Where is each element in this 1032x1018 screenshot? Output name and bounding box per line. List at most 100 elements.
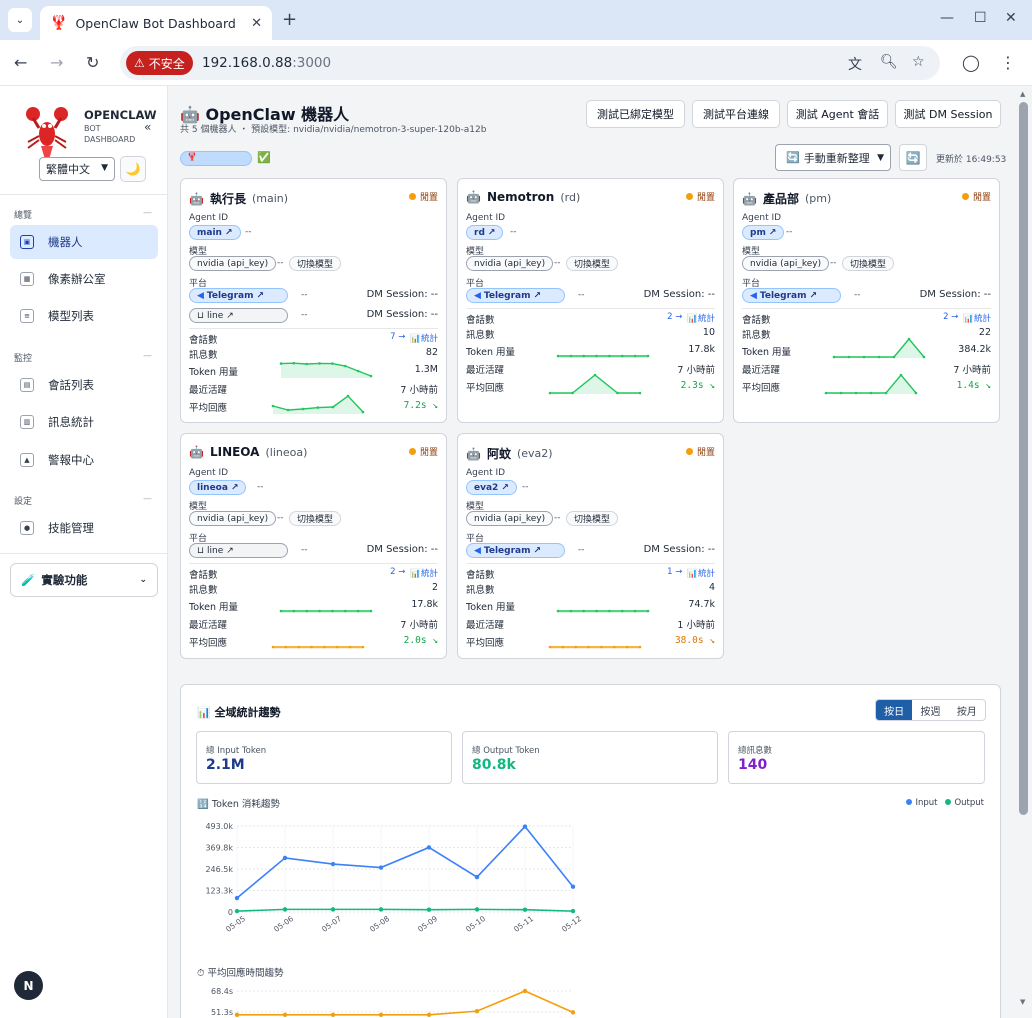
data-point — [426, 1012, 432, 1018]
bookmark-star-icon[interactable]: ☆ — [912, 54, 925, 70]
model-chip: nvidia (api_key) — [466, 511, 554, 526]
sparkline-point — [595, 354, 598, 358]
page-scrollbar[interactable]: ▲ ▼ — [1016, 86, 1032, 1018]
sparkline-point — [862, 355, 866, 359]
platform-label: 平台 — [189, 279, 208, 289]
theme-toggle-button[interactable]: 🌙 — [120, 156, 146, 182]
x-tick-label: 05-11 — [512, 914, 535, 934]
data-point — [378, 907, 384, 912]
sidebar-item-models[interactable]: ≡ 模型列表 — [10, 299, 158, 333]
test-agent-session-button[interactable]: 測試 Agent 會話 — [787, 100, 888, 128]
more-menu-icon[interactable]: ⋮ — [1000, 53, 1016, 72]
sidebar-item-bots[interactable]: ▣ 機器人 — [10, 225, 158, 259]
tab-monthly[interactable]: 按月 — [956, 706, 977, 718]
translate-icon[interactable]: 文 — [848, 57, 862, 73]
test-dm-session-button[interactable]: 測試 DM Session — [895, 100, 1001, 128]
maximize-icon[interactable]: ☐ — [974, 10, 987, 26]
tab-daily[interactable]: 按日 — [876, 700, 913, 720]
token_usage-label: Token 用量 — [466, 347, 516, 358]
new-tab-icon[interactable]: + — [282, 9, 298, 30]
forward-icon[interactable]: → — [50, 53, 64, 72]
sessions-value[interactable]: 2 → 📊統計 — [667, 312, 715, 324]
telegram-chip[interactable]: ◀ Telegram ↗ — [189, 288, 288, 303]
language-select[interactable]: 繁體中文 ▼ — [39, 157, 115, 181]
switch-model-button[interactable]: 切換模型 — [289, 511, 342, 526]
agent-id-chip[interactable]: pm ↗ — [742, 225, 785, 240]
tab-search-button[interactable]: ⌄ — [8, 8, 32, 32]
scroll-thumb[interactable] — [1019, 102, 1028, 815]
stats-link[interactable]: 📊統計 — [687, 314, 715, 324]
scroll-up-icon[interactable]: ▲ — [1020, 90, 1026, 98]
refresh-mode-select[interactable]: 🔄 手動重新整理 ▼ — [775, 144, 891, 171]
response-chart-title: ⏱ 平均回應時間趨勢 — [197, 968, 284, 979]
robot-icon: 🤖 — [466, 190, 481, 204]
sparkline-point — [331, 405, 335, 409]
minimize-icon[interactable]: — — [940, 10, 954, 26]
sessions-value[interactable]: 7 → 📊統計 — [390, 332, 438, 344]
messages-value: 10 — [702, 327, 715, 338]
line-chip[interactable]: ⊔ line ↗ — [189, 543, 288, 558]
sparkline-point — [343, 364, 347, 368]
test-platform-button[interactable]: 測試平台連線 — [692, 100, 780, 128]
close-tab-icon[interactable]: ✕ — [251, 15, 262, 31]
sidebar-item-sessions[interactable]: ▤ 會話列表 — [10, 368, 158, 402]
lab-features-toggle[interactable]: 🧪 實驗功能 ⌄ — [10, 563, 158, 597]
agent-id-chip[interactable]: eva2 ↗ — [466, 480, 517, 495]
sparkline-point — [292, 609, 296, 613]
profile-icon[interactable]: ◯ — [962, 53, 980, 72]
telegram-chip[interactable]: ◀ Telegram ↗ — [466, 543, 565, 558]
line-chip[interactable]: ⊔ line ↗ — [189, 308, 288, 323]
sessions-value[interactable]: 2 → 📊統計 — [943, 312, 991, 324]
stats-link[interactable]: 📊統計 — [963, 314, 991, 324]
refresh-button[interactable]: 🔄 — [899, 144, 927, 171]
telegram-chip[interactable]: ◀ Telegram ↗ — [742, 288, 841, 303]
back-icon[interactable]: ← — [14, 53, 28, 72]
sidebar-item-message-stats[interactable]: ▥ 訊息統計 — [10, 405, 158, 439]
sessions-value[interactable]: 1 → 📊統計 — [667, 567, 715, 579]
reload-icon[interactable]: ↻ — [86, 53, 100, 72]
switch-model-button[interactable]: 切換模型 — [566, 256, 619, 271]
filter-tag[interactable]: 🦞 — [180, 151, 252, 166]
sidebar-item-pixel-office[interactable]: ▦ 像素辦公室 — [10, 262, 158, 296]
sparkline-point — [608, 354, 611, 358]
agent-id-chip[interactable]: main ↗ — [189, 225, 241, 240]
divider — [0, 194, 168, 195]
robot-icon: 🤖 — [742, 191, 757, 206]
switch-model-button[interactable]: 切換模型 — [566, 511, 619, 526]
next-dev-badge[interactable]: N — [14, 971, 43, 1000]
x-tick-label: 05-12 — [560, 914, 583, 934]
sparkline-point — [361, 410, 365, 414]
model-chip: nvidia (api_key) — [189, 511, 277, 526]
browser-tab[interactable]: 🦞 OpenClaw Bot Dashboard ✕ — [40, 6, 272, 40]
sparkline-point — [343, 609, 347, 613]
switch-model-button[interactable]: 切換模型 — [842, 256, 895, 271]
test-bound-models-button[interactable]: 測試已綁定模型 — [586, 100, 685, 128]
sparkline-point — [620, 609, 624, 613]
brand-subtitle: BOT DASHBOARD — [84, 124, 136, 144]
token_usage-label: Token 用量 — [189, 602, 239, 613]
telegram-chip[interactable]: ◀ Telegram ↗ — [466, 288, 565, 303]
sessions-value[interactable]: 2 → 📊統計 — [390, 567, 438, 579]
agent-id-chip[interactable]: rd ↗ — [466, 225, 504, 240]
switch-model-button[interactable]: 切換模型 — [289, 256, 342, 271]
zoom-icon[interactable]: 🔍︎ — [880, 54, 898, 70]
sidebar: OPENCLAW BOT DASHBOARD « 繁體中文 ▼ 🌙 總覽 — ▣ 機器… — [0, 86, 168, 1018]
section-settings: 設定 — — [14, 494, 152, 507]
address-bar[interactable]: ⚠ 不安全 192.168.0.88:3000 文 🔍︎ ☆ — [120, 46, 940, 80]
stats-link[interactable]: 📊統計 — [410, 569, 438, 579]
main-content: 🤖 OpenClaw 機器人 共 5 個機器人 ・ 預設模型: nvidia/n… — [168, 86, 1016, 1018]
stats-link[interactable]: 📊統計 — [410, 334, 438, 344]
tab-weekly[interactable]: 按週 — [920, 706, 941, 718]
scroll-down-icon[interactable]: ▼ — [1020, 998, 1026, 1006]
lobster-logo-icon — [26, 107, 68, 166]
sidebar-item-skills[interactable]: ● 技能管理 — [10, 511, 158, 545]
sidebar-item-alerts[interactable]: ▲ 警報中心 — [10, 443, 158, 477]
stats-link[interactable]: 📊統計 — [687, 569, 715, 579]
insecure-badge[interactable]: ⚠ 不安全 — [126, 51, 193, 75]
sparkline-line — [280, 362, 372, 377]
avg-response-value: 38.0s ↘ — [674, 635, 715, 646]
agent-id-chip[interactable]: lineoa ↗ — [189, 480, 247, 495]
collapse-sidebar-icon[interactable]: « — [144, 120, 152, 134]
url-text[interactable]: 192.168.0.88:3000 — [202, 55, 332, 71]
close-window-icon[interactable]: ✕ — [1005, 10, 1017, 26]
